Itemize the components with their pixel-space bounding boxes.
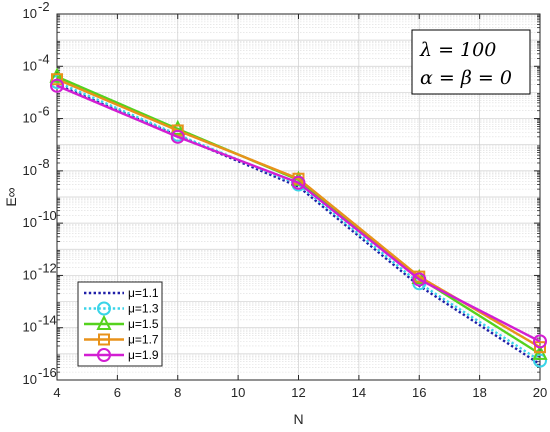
y-tick-label: 10 (23, 320, 37, 335)
legend-marker (98, 333, 110, 346)
data-point (171, 124, 184, 137)
data-point (290, 170, 307, 186)
y-tick-label: 10 (23, 111, 37, 126)
y-axis-label: E∞ (3, 187, 19, 206)
legend-item: μ=1.5 (84, 314, 159, 331)
y-tick-exponent: -14 (38, 313, 57, 328)
legend-item: μ=1.1 (84, 286, 159, 300)
x-tick-label: 6 (114, 385, 121, 400)
data-point (50, 78, 64, 93)
y-tick-label: 10 (23, 372, 37, 387)
x-tick-label: 10 (231, 385, 245, 400)
y-tick-label: 10 (23, 267, 37, 282)
series-line (56, 84, 541, 343)
annotation-lambda: λ = 100 (419, 39, 496, 61)
data-point (170, 129, 185, 144)
parameter-annotation: λ = 100 α = β = 0 (411, 29, 531, 95)
x-tick-label: 12 (291, 385, 305, 400)
legend-item: μ=1.3 (84, 301, 159, 316)
data-point (412, 272, 427, 287)
legend-label: μ=1.7 (128, 333, 159, 347)
data-point (49, 67, 65, 83)
legend-marker (97, 301, 111, 316)
data-point (533, 334, 547, 349)
legend-item: μ=1.9 (84, 348, 159, 362)
legend-label: μ=1.5 (128, 317, 159, 331)
y-tick-label: 10 (23, 58, 37, 73)
x-tick-label: 20 (533, 385, 547, 400)
x-tick-label: 16 (412, 385, 426, 400)
y-tick-exponent: -4 (38, 51, 50, 66)
y-tick-label: 10 (23, 6, 37, 21)
series-group (49, 67, 548, 368)
legend-label: μ=1.1 (128, 286, 159, 300)
y-tick-exponent: -12 (38, 260, 57, 275)
data-point (51, 73, 63, 86)
x-tick-label: 18 (472, 385, 486, 400)
x-tick-label: 14 (352, 385, 366, 400)
legend-marker (96, 314, 112, 330)
legend: μ=1.1 μ=1.3μ=1.5 μ=1.7μ=1.9 (77, 281, 163, 367)
y-tick-exponent: -8 (38, 156, 50, 171)
y-tick-exponent: -16 (38, 365, 57, 380)
y-tick-exponent: -6 (38, 104, 50, 119)
y-tick-exponent: -10 (38, 208, 57, 223)
series-line (56, 80, 541, 362)
x-axis-label: N (293, 411, 303, 427)
data-point (533, 353, 547, 368)
y-tick-exponent: -2 (38, 0, 50, 14)
x-tick-label: 8 (174, 385, 181, 400)
annotation-box (411, 29, 531, 95)
data-point (291, 175, 306, 190)
legend-marker (97, 348, 111, 362)
y-tick-label: 10 (23, 163, 37, 178)
legend-item: μ=1.7 (84, 333, 159, 347)
x-tick-label: 4 (53, 385, 60, 400)
y-tick-label: 10 (23, 215, 37, 230)
data-point (534, 341, 546, 354)
annotation-alpha-beta: α = β = 0 (420, 67, 512, 89)
legend-label: μ=1.3 (128, 302, 159, 316)
legend-label: μ=1.9 (128, 348, 159, 362)
series-5 (50, 78, 547, 349)
